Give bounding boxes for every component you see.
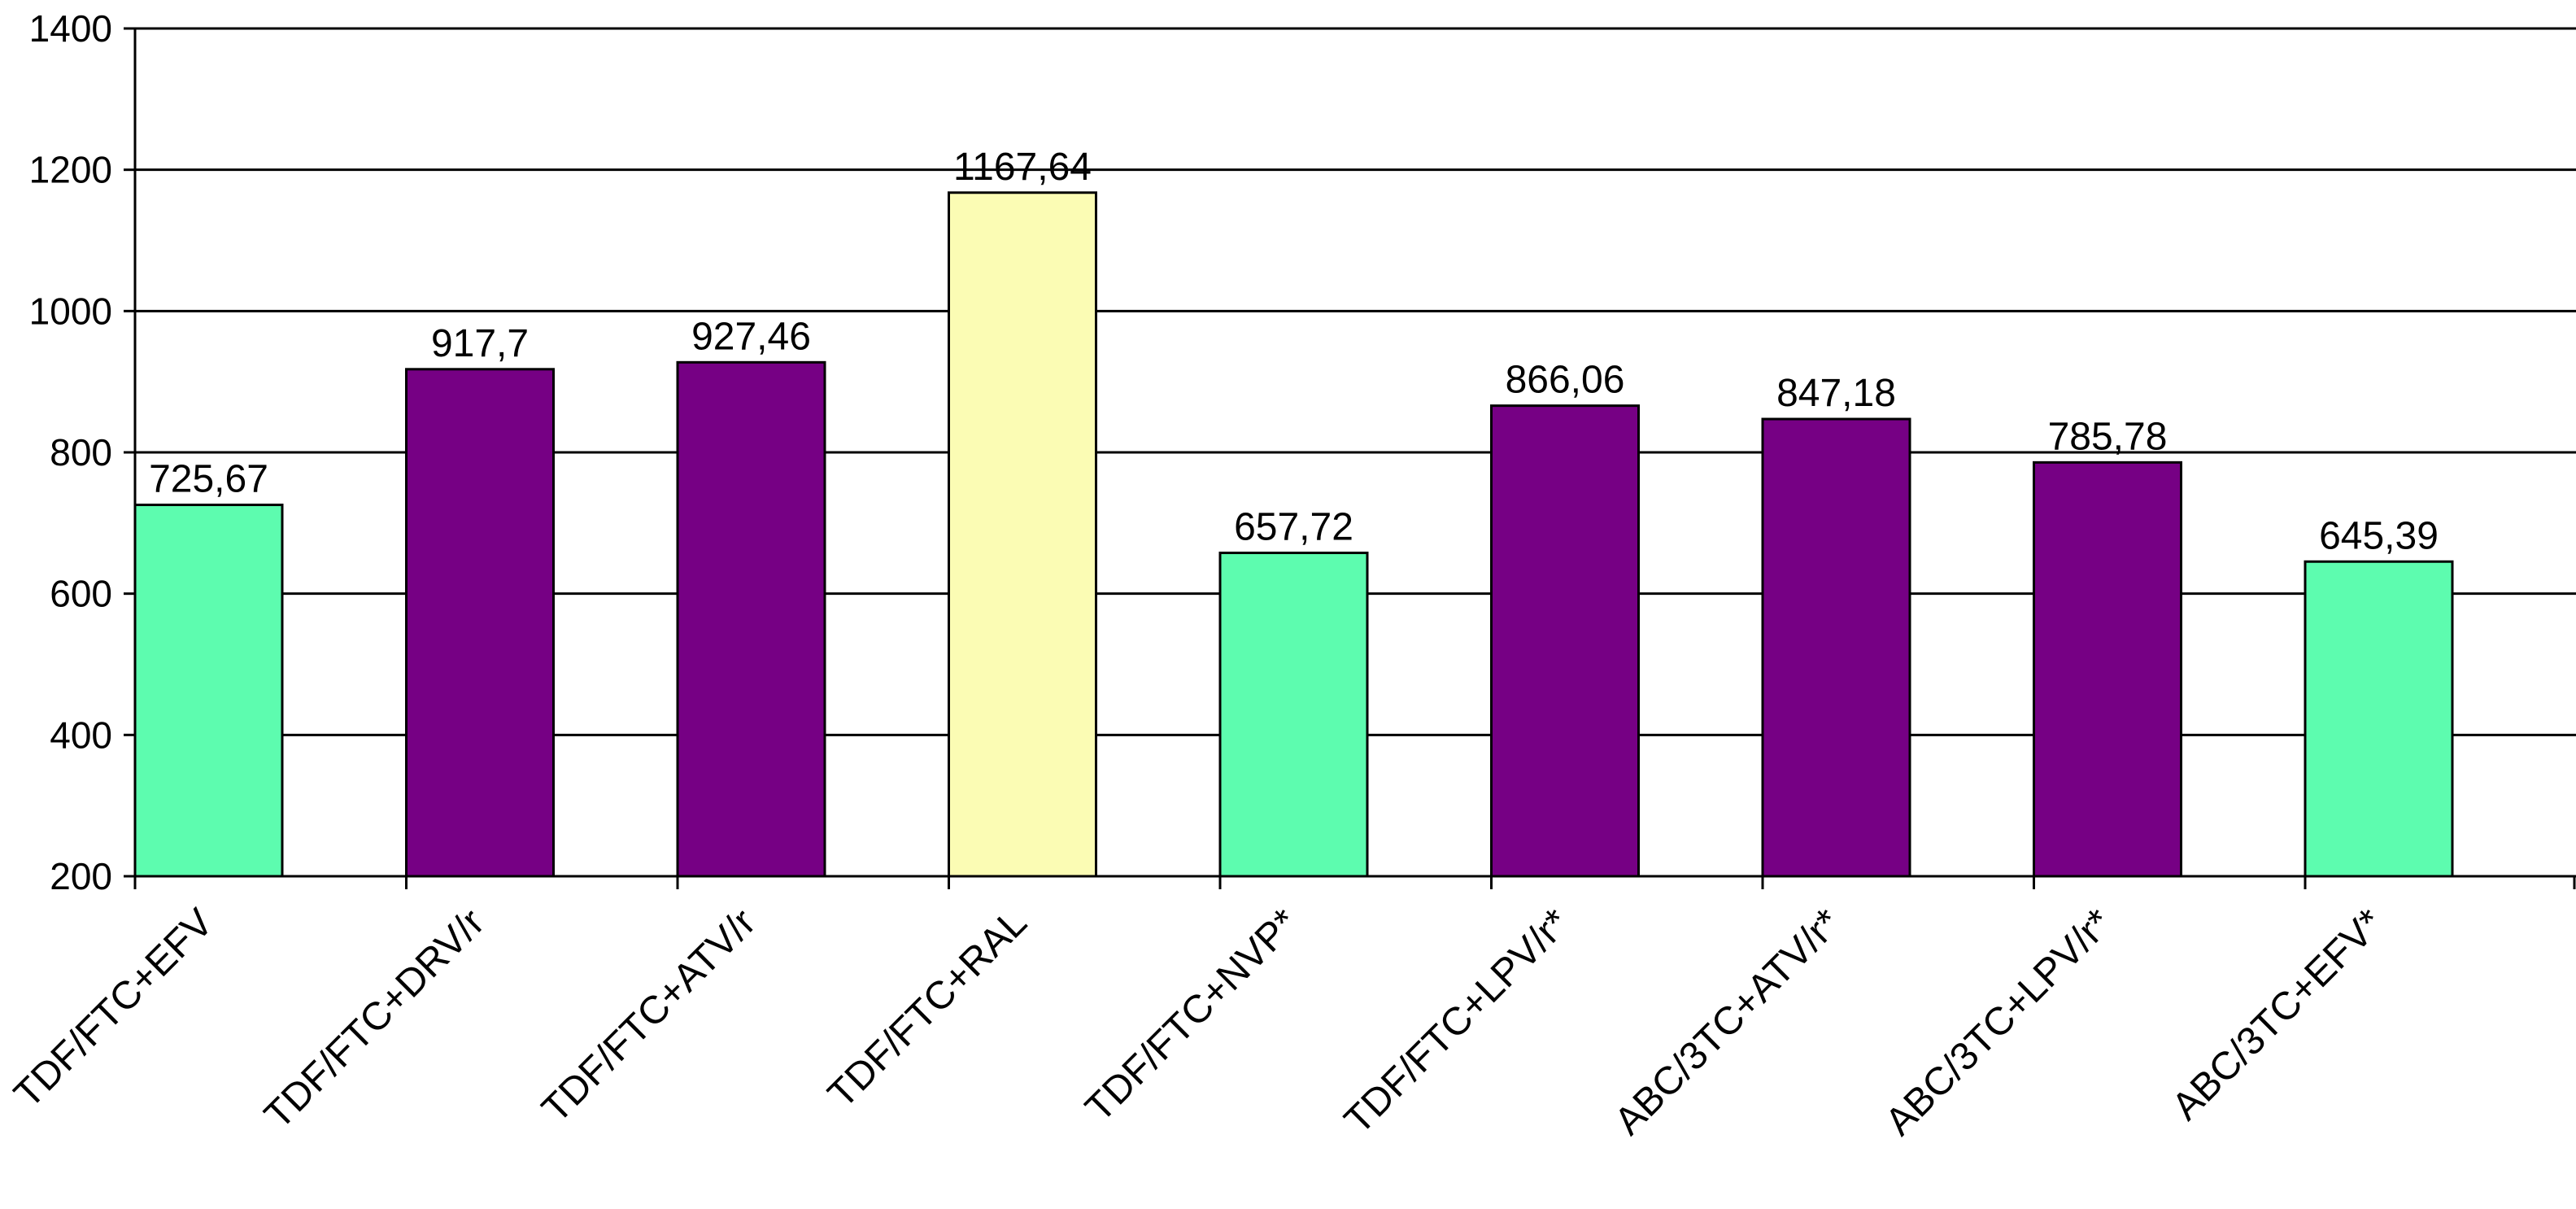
- y-tick-label: 1400: [29, 7, 112, 50]
- data-label: 866,06: [1506, 359, 1625, 402]
- bar-1: [133, 504, 284, 878]
- x-tick-label: ABC/3TC+ATV/r*: [1606, 901, 1849, 1143]
- x-tick-label: TDF/FTC+RAL: [820, 901, 1035, 1116]
- x-tick-label: TDF/FTC+ATV/r: [534, 901, 764, 1131]
- x-tick-label: TDF/FTC+DRV/r: [256, 901, 492, 1137]
- data-label: 1167,64: [953, 146, 1092, 189]
- x-tick-label: ABC/3TC+LPV/r*: [1877, 901, 2121, 1144]
- x-tick-label: TDF/FTC+NVP*: [1078, 901, 1307, 1130]
- y-tick-label: 200: [50, 855, 112, 897]
- bar-8: [2033, 460, 2182, 878]
- bar-7: [1761, 417, 1911, 878]
- x-tick-label: ABC/3TC+EFV*: [2164, 901, 2391, 1128]
- y-tick-label: 600: [50, 573, 112, 615]
- y-tick-label: 800: [50, 431, 112, 474]
- data-label: 847,18: [1776, 372, 1896, 415]
- bar-6: [1490, 404, 1640, 878]
- data-label: 917,7: [431, 322, 529, 365]
- bar-9: [2304, 560, 2454, 878]
- x-tick-label: TDF/FTC+EFV: [7, 901, 222, 1116]
- y-tick-label: 400: [50, 714, 112, 756]
- x-tick-label: TDF/FTC+LPV/r*: [1336, 901, 1578, 1142]
- y-tick-label: 1200: [29, 149, 112, 191]
- bar-2: [405, 368, 555, 878]
- data-label: 785,78: [2048, 415, 2168, 458]
- bar-5: [1218, 552, 1369, 878]
- data-label: 725,67: [149, 458, 268, 501]
- data-label: 927,46: [691, 315, 811, 358]
- bar-4: [948, 191, 1097, 878]
- data-label: 657,72: [1234, 506, 1353, 549]
- y-tick-label: 1000: [29, 290, 112, 332]
- bar-3: [676, 360, 826, 878]
- data-label: 645,39: [2319, 514, 2439, 557]
